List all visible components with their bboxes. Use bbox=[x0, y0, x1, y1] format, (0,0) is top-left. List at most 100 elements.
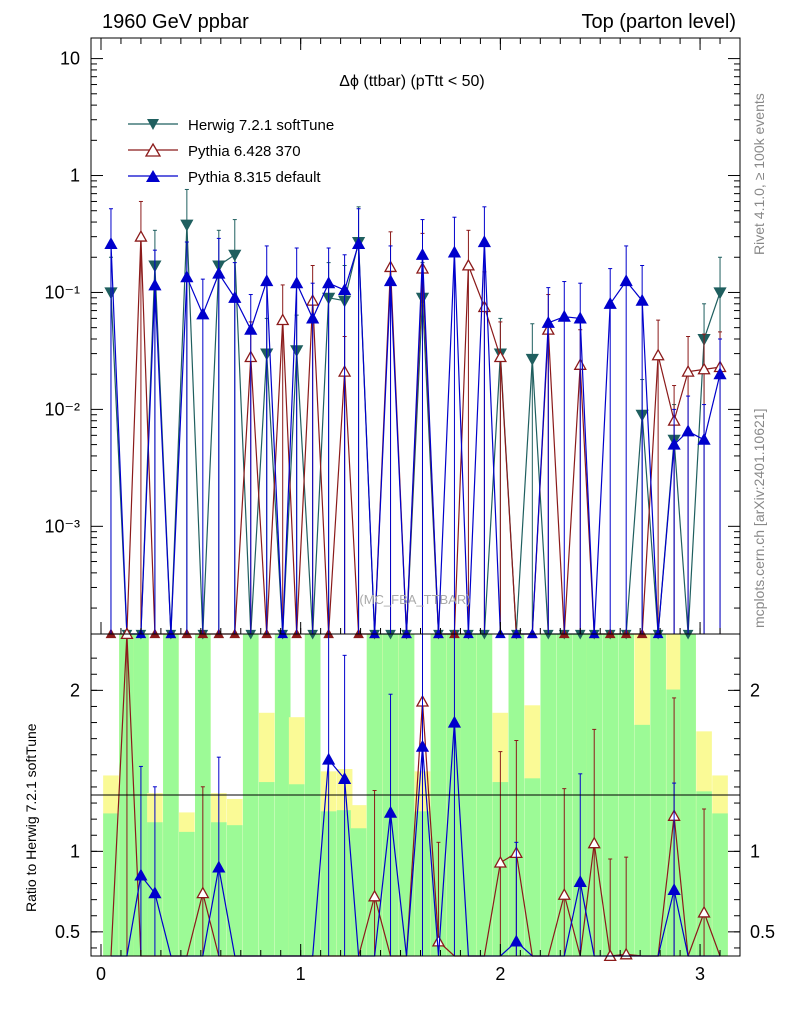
point-pythia8 bbox=[557, 309, 571, 322]
ratio-band-green bbox=[524, 778, 541, 956]
ratio-point-pythia8 bbox=[667, 883, 681, 896]
point-pythia8 bbox=[196, 307, 210, 320]
ratio-line-pythia6 bbox=[110, 633, 721, 957]
ratio-y-tick-label-right-2: 2 bbox=[750, 680, 760, 700]
ratio-band-green bbox=[258, 782, 275, 956]
point-pythia8 bbox=[383, 274, 398, 287]
ratio-band-green bbox=[350, 828, 367, 956]
point-pythia8 bbox=[212, 266, 226, 279]
point-pythia6 bbox=[493, 350, 507, 363]
point-pythia6 bbox=[681, 364, 695, 377]
point-pythia8 bbox=[415, 247, 430, 260]
point-pythia6 bbox=[461, 258, 476, 271]
y-tick-label-1: 1 bbox=[70, 166, 80, 186]
point-pythia8 bbox=[180, 270, 194, 283]
point-pythia6 bbox=[276, 313, 290, 326]
ratio-point-pythia6 bbox=[557, 887, 571, 900]
legend: Herwig 7.2.1 softTune Pythia 6.428 370 P… bbox=[128, 117, 334, 186]
ratio-band-green bbox=[226, 825, 243, 956]
ratio-y-axis-label: Ratio to Herwig 7.2.1 softTune bbox=[23, 723, 39, 912]
ratio-point-pythia8 bbox=[322, 752, 336, 765]
x-tick-label-3: 3 bbox=[695, 964, 705, 984]
ratio-band-green bbox=[179, 831, 195, 956]
ratio-point-pythia8 bbox=[134, 868, 148, 881]
point-pythia8 bbox=[244, 322, 258, 335]
ratio-point-pythia8 bbox=[415, 739, 430, 752]
point-pythia8 bbox=[667, 437, 681, 450]
point-herwig bbox=[228, 249, 242, 262]
ratio-band-green bbox=[712, 813, 728, 956]
ratio-point-pythia6 bbox=[196, 886, 210, 899]
legend-label-pythia8: Pythia 8.315 default bbox=[188, 169, 321, 186]
axis-ticks: 0 1 2 3 10 1 10⁻¹ 10⁻² 10⁻³ 0.5 0.5 1 1 2 2 bbox=[44, 38, 775, 984]
ratio-y-tick-label-right-0: 0.5 bbox=[750, 922, 775, 942]
point-pythia8 bbox=[447, 245, 462, 258]
series-pythia8 bbox=[104, 206, 727, 639]
side-label-rivet: Rivet 4.1.0, ≥ 100k events bbox=[751, 93, 767, 255]
legend-label-pythia6: Pythia 6.428 370 bbox=[188, 143, 301, 160]
legend-marker-pythia8 bbox=[146, 170, 160, 182]
point-pythia8 bbox=[697, 432, 711, 445]
point-pythia8 bbox=[260, 274, 274, 287]
point-pythia8 bbox=[541, 315, 555, 328]
point-pythia8 bbox=[322, 276, 336, 289]
watermark: (MC_FBA_TTBAR) bbox=[359, 592, 470, 607]
legend-entry-pythia6: Pythia 6.428 370 bbox=[128, 142, 301, 160]
ratio-band-green bbox=[288, 784, 305, 956]
ratio-y-tick-label-left-1: 1 bbox=[70, 841, 80, 861]
point-pythia8 bbox=[228, 290, 242, 303]
legend-entry-pythia8: Pythia 8.315 default bbox=[128, 169, 321, 186]
ratio-point-pythia6 bbox=[697, 905, 711, 918]
y-tick-label-0: 10 bbox=[60, 49, 80, 69]
point-pythia8 bbox=[351, 237, 366, 249]
header-right: Top (parton level) bbox=[581, 11, 736, 33]
point-herwig bbox=[180, 219, 194, 232]
legend-marker-herwig bbox=[147, 119, 159, 130]
ratio-band-green bbox=[103, 813, 119, 956]
ratio-point-pythia8 bbox=[509, 934, 523, 947]
side-label-mcplots: mcplots.cern.ch [arXiv:2401.10621] bbox=[751, 409, 767, 628]
series-line-pythia8 bbox=[110, 241, 721, 635]
ratio-band-green bbox=[634, 724, 650, 956]
ratio-point-pythia8 bbox=[212, 860, 226, 873]
legend-entry-herwig: Herwig 7.2.1 softTune bbox=[128, 117, 334, 134]
y-tick-label-4: 10⁻³ bbox=[44, 516, 80, 536]
series-layer bbox=[104, 188, 727, 962]
ratio-point-pythia8 bbox=[148, 886, 162, 899]
ratio-point-pythia6 bbox=[120, 627, 134, 640]
ratio-point-pythia6 bbox=[367, 889, 382, 902]
point-herwig bbox=[525, 353, 539, 366]
ratio-y-tick-label-left-2: 2 bbox=[70, 680, 80, 700]
y-tick-label-3: 10⁻² bbox=[44, 399, 80, 419]
ratio-point-pythia8 bbox=[338, 772, 352, 784]
ratio-point-pythia6 bbox=[587, 836, 601, 849]
y-tick-label-2: 10⁻¹ bbox=[44, 282, 80, 302]
legend-label-herwig: Herwig 7.2.1 softTune bbox=[188, 117, 334, 134]
ratio-point-pythia6 bbox=[493, 855, 507, 868]
point-pythia8 bbox=[619, 274, 633, 287]
point-pythia8 bbox=[477, 235, 491, 248]
legend-marker-pythia6 bbox=[144, 142, 162, 157]
point-pythia8 bbox=[290, 276, 304, 289]
ratio-point-pythia6 bbox=[431, 934, 446, 947]
point-pythia8 bbox=[306, 311, 320, 324]
point-pythia8 bbox=[603, 296, 617, 309]
point-pythia8 bbox=[635, 293, 649, 306]
point-pythia6 bbox=[697, 362, 711, 375]
x-tick-label-1: 1 bbox=[296, 964, 306, 984]
ratio-point-pythia8 bbox=[573, 875, 587, 887]
point-pythia8 bbox=[681, 424, 695, 437]
x-tick-label-0: 0 bbox=[96, 964, 106, 984]
point-pythia8 bbox=[713, 367, 727, 380]
chart-title: Δϕ (ttbar) (pTtt < 50) bbox=[339, 73, 484, 90]
point-pythia8 bbox=[148, 278, 162, 291]
x-tick-label-2: 2 bbox=[495, 964, 505, 984]
point-herwig bbox=[713, 287, 727, 300]
ratio-point-pythia8 bbox=[383, 805, 398, 818]
point-pythia8 bbox=[573, 311, 587, 324]
point-pythia8 bbox=[104, 237, 118, 249]
point-pythia6 bbox=[651, 348, 665, 361]
point-pythia6 bbox=[134, 229, 148, 242]
ratio-y-tick-label-left-0: 0.5 bbox=[55, 922, 80, 942]
